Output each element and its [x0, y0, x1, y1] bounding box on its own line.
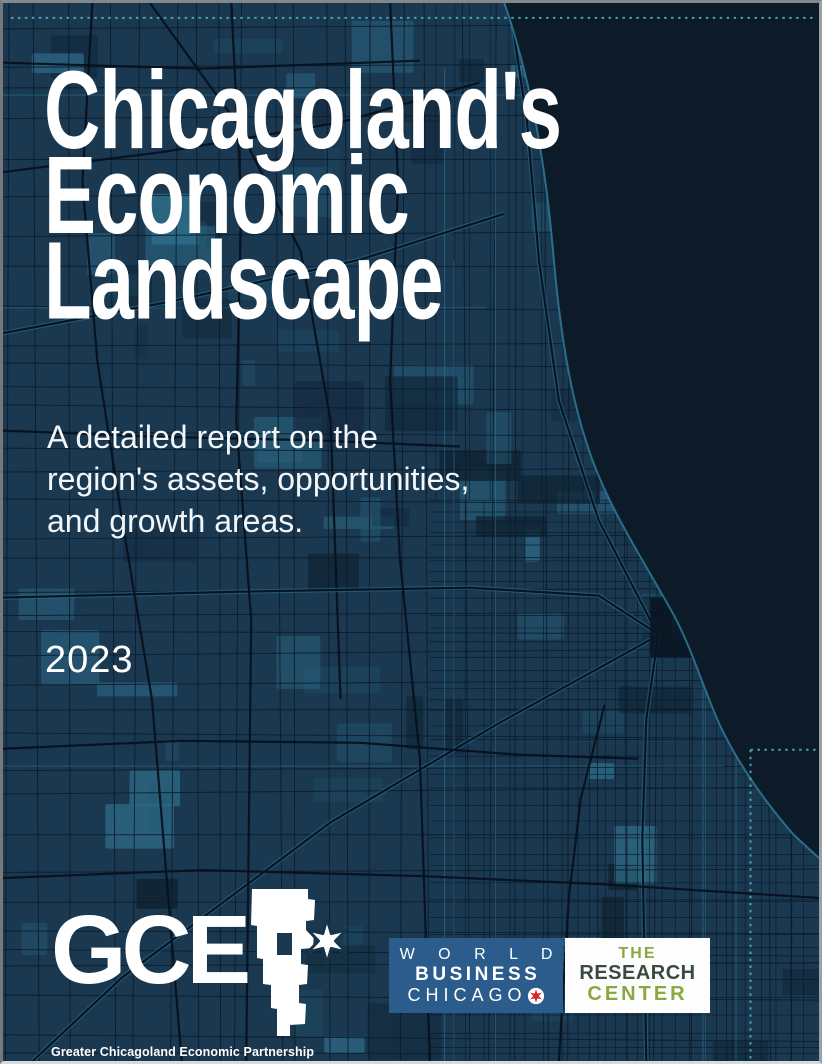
- title-line-2: Economic: [44, 132, 410, 258]
- shoreline: [503, 3, 819, 859]
- title-line-1: Chicagoland's: [44, 47, 562, 173]
- gcep-tagline: Greater Chicagoland Economic Partnership: [51, 1045, 315, 1059]
- gcep-logo: GCE Greater Chicagoland Economic Partner…: [51, 889, 362, 1059]
- gcep-region-map-p-icon: [251, 889, 348, 1036]
- world-business-chicago-logo: W O R L D BUSINESS CHICAGO: [389, 938, 563, 1013]
- report-title: Chicagoland's Economic Landscape: [44, 47, 562, 343]
- trc-the-text: THE: [618, 945, 657, 963]
- partner-logos: W O R L D BUSINESS CHICAGO THE RESEARCH …: [389, 938, 710, 1013]
- wbc-world-text: W O R L D: [399, 946, 562, 963]
- wbc-chicago-text: CHICAGO: [407, 985, 527, 1005]
- subtitle-line-3: and growth areas.: [47, 503, 304, 539]
- report-subtitle: A detailed report on the region's assets…: [47, 416, 469, 542]
- chicagoland-map-background: [3, 3, 819, 1061]
- gcep-wordmark: GCE: [51, 895, 251, 1004]
- wbc-business-text: BUSINESS: [415, 964, 541, 985]
- chicago-star-icon: [527, 987, 544, 1004]
- report-year: 2023: [45, 639, 134, 681]
- subtitle-line-2: region's assets, opportunities,: [47, 461, 470, 497]
- trc-center-text: CENTER: [587, 983, 688, 1006]
- title-line-3: Landscape: [44, 217, 443, 343]
- lake-michigan: [504, 3, 819, 859]
- trc-research-text: RESEARCH: [579, 961, 696, 984]
- the-research-center-logo: THE RESEARCH CENTER: [565, 938, 710, 1013]
- subtitle-line-1: A detailed report on the: [47, 419, 378, 455]
